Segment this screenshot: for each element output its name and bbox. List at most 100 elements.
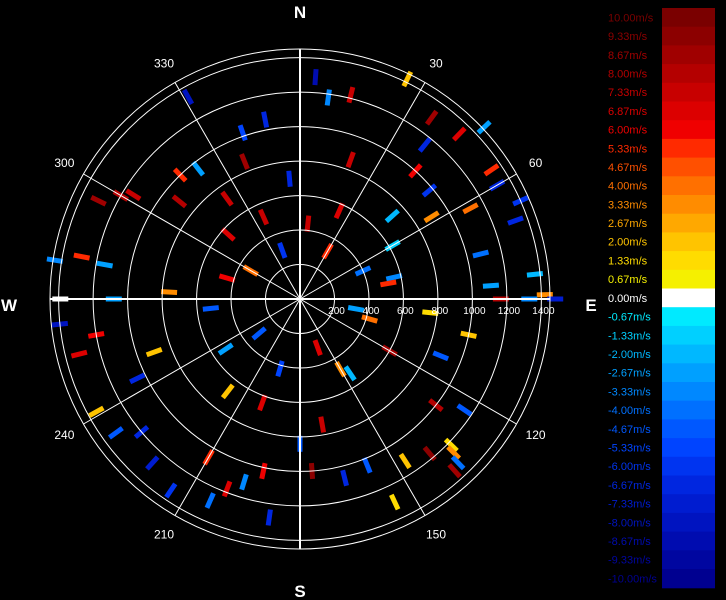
compass-label-s: S	[294, 582, 305, 600]
velocity-bin	[277, 242, 288, 259]
compass-label-n: N	[294, 3, 306, 22]
angle-label: 120	[526, 428, 546, 442]
velocity-bin	[422, 309, 439, 317]
legend-swatch	[662, 531, 715, 551]
velocity-bin	[472, 249, 490, 259]
angle-label: 240	[54, 428, 74, 442]
velocity-bin	[476, 120, 492, 135]
velocity-bin	[257, 208, 270, 226]
velocity-bin	[90, 194, 107, 207]
velocity-bin	[361, 314, 378, 324]
velocity-bin	[421, 183, 438, 198]
legend-swatch	[662, 8, 715, 28]
legend-swatch	[662, 363, 715, 383]
velocity-bin	[129, 372, 146, 385]
velocity-bin	[482, 282, 500, 289]
velocity-bin	[547, 296, 564, 302]
velocity-bin	[312, 339, 323, 356]
velocity-bin	[204, 492, 216, 509]
velocity-bins	[46, 68, 564, 526]
velocity-bin	[483, 163, 500, 177]
velocity-bin	[443, 437, 459, 453]
compass-label-e: E	[585, 296, 596, 315]
velocity-bin	[422, 445, 437, 462]
velocity-bin	[220, 227, 236, 242]
legend-swatch	[662, 569, 715, 589]
legend-label: -8.67m/s	[608, 536, 651, 548]
velocity-bin	[345, 151, 356, 169]
velocity-bin	[220, 383, 235, 400]
compass-label-w: W	[1, 296, 18, 315]
velocity-bin	[125, 188, 142, 202]
velocity-bin	[536, 292, 553, 298]
range-rings-grid	[49, 48, 551, 550]
range-label: 400	[363, 306, 380, 317]
radial-spoke	[299, 298, 517, 425]
velocity-bin	[220, 190, 234, 207]
legend-swatch	[662, 382, 715, 402]
velocity-bin	[265, 509, 273, 526]
velocity-bin	[361, 456, 373, 474]
legend-label: -4.00m/s	[608, 405, 651, 417]
legend-swatch	[662, 344, 715, 364]
legend-swatch	[662, 64, 715, 84]
legend-label: -0.67m/s	[608, 312, 651, 324]
radial-spoke	[174, 82, 301, 300]
velocity-bin	[340, 469, 349, 487]
legend-label: -7.33m/s	[608, 499, 651, 511]
velocity-bin	[218, 273, 236, 283]
legend-swatch	[662, 213, 715, 233]
velocity-bin	[239, 473, 249, 491]
velocity-bin	[424, 109, 439, 126]
radial-spoke	[299, 82, 426, 300]
legend-label: -10.00m/s	[608, 573, 657, 585]
velocity-bin	[275, 360, 285, 377]
velocity-bin	[347, 305, 365, 313]
legend-label: 6.87m/s	[608, 106, 648, 118]
legend-label: 0.00m/s	[608, 293, 648, 305]
velocity-bin	[46, 256, 64, 264]
velocity-bin	[239, 153, 250, 170]
legend-swatch	[662, 494, 715, 514]
velocity-bin	[191, 160, 205, 177]
legend-swatch	[662, 288, 715, 308]
range-label: 600	[397, 306, 414, 317]
velocity-bin	[202, 305, 220, 312]
angle-label: 300	[54, 156, 74, 170]
legend-label: -8.00m/s	[608, 517, 651, 529]
velocity-bin	[456, 403, 473, 417]
angle-label: 330	[154, 56, 174, 70]
velocity-bin	[107, 426, 124, 440]
legend-label: 4.67m/s	[608, 162, 648, 174]
velocity-bin	[526, 270, 544, 278]
legend-swatch	[662, 550, 715, 570]
velocity-bin	[221, 480, 233, 498]
legend-label: 2.67m/s	[608, 218, 648, 230]
velocity-bin	[379, 279, 397, 288]
legend-label: 7.33m/s	[608, 87, 648, 99]
legend-swatch	[662, 512, 715, 533]
angle-labels: 30 60 120 150 210 240 300 330	[54, 56, 546, 541]
legend-label: -5.33m/s	[608, 442, 651, 454]
range-label: 200	[328, 306, 345, 317]
legend-label: 4.00m/s	[608, 181, 648, 193]
velocity-bin	[73, 252, 91, 261]
velocity-bin	[333, 202, 345, 220]
legend-label: 10.00m/s	[608, 12, 654, 24]
legend-swatch	[662, 232, 715, 252]
legend-swatch	[662, 400, 715, 420]
velocity-bin	[257, 394, 268, 412]
velocity-bin	[432, 350, 450, 362]
legend-swatch	[662, 456, 715, 477]
legend-label: 8.00m/s	[608, 68, 648, 80]
radial-spoke	[299, 173, 517, 300]
radial-spoke	[83, 173, 301, 300]
velocity-bin	[447, 463, 462, 479]
legend-label: -4.67m/s	[608, 424, 651, 436]
legend-swatch	[662, 82, 715, 103]
velocity-bin	[343, 365, 357, 382]
legend-swatch	[662, 157, 715, 177]
velocity-bin	[286, 170, 293, 187]
legend-label: 3.33m/s	[608, 199, 648, 211]
range-labels: 200 400 600 800 1000 1200 1400	[328, 306, 555, 317]
